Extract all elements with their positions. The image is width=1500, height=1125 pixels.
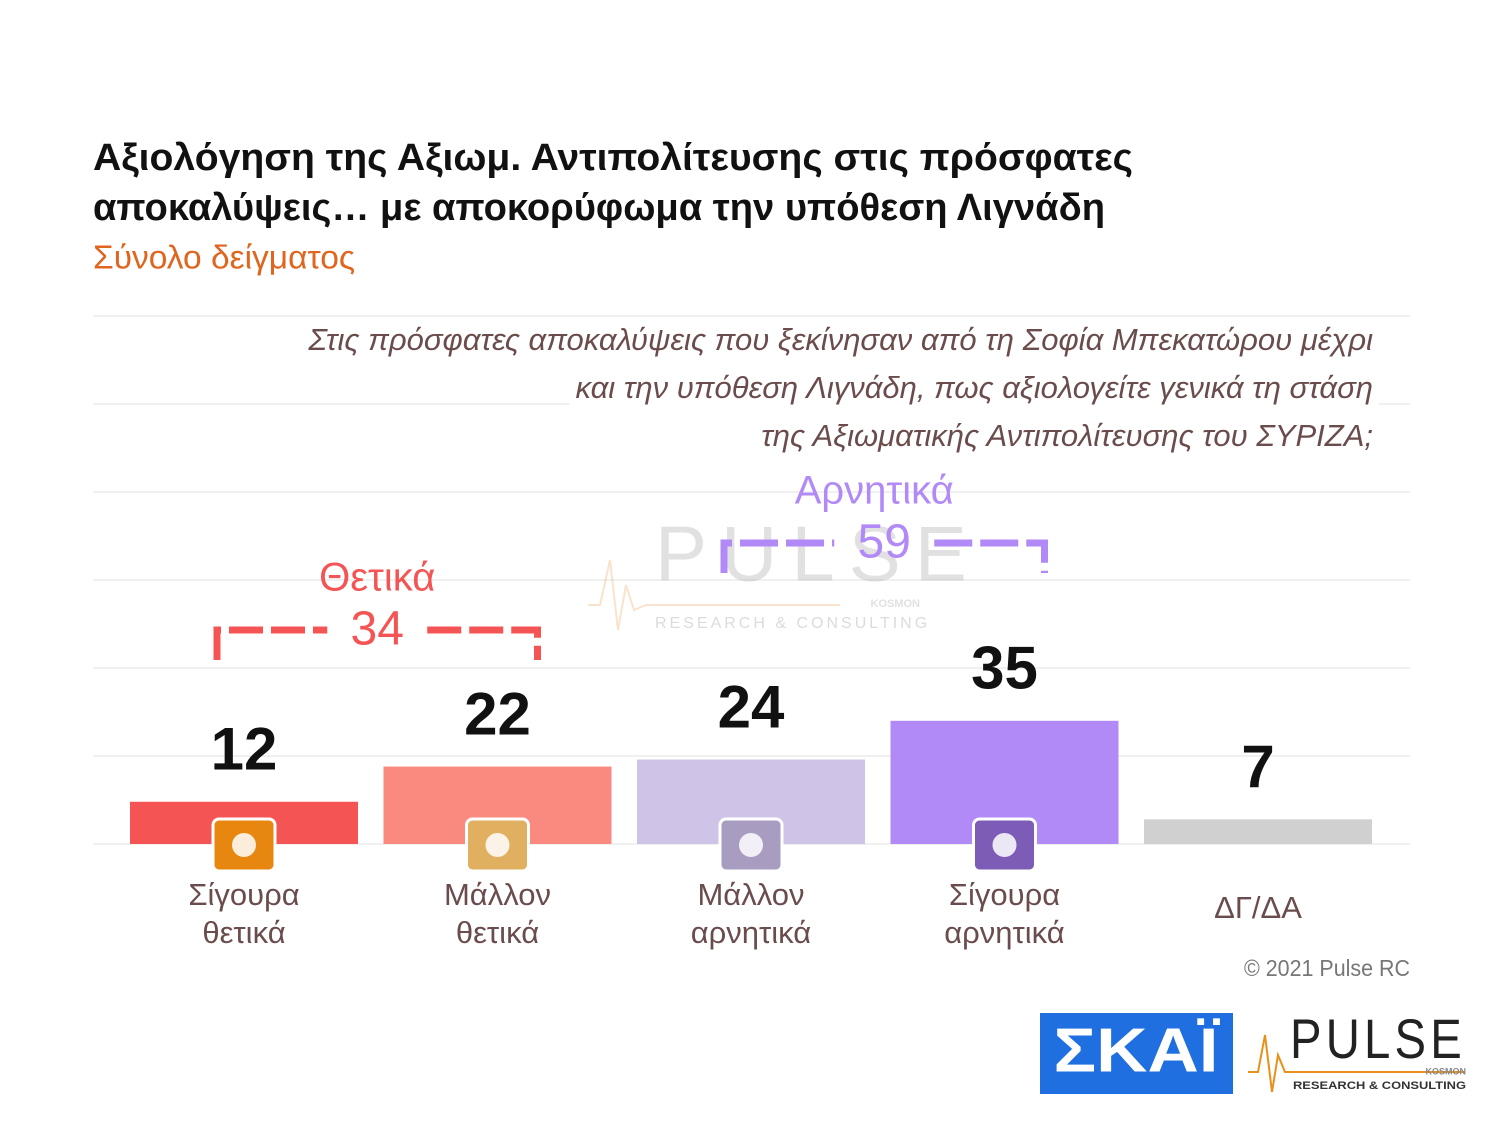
icon-glyph: [739, 833, 763, 857]
x-tick-label: Σίγουρα θετικά: [188, 877, 299, 950]
skai-logo-box: [1040, 1013, 1233, 1094]
group-label: Θετικά: [319, 556, 435, 600]
pulse-logo: PULSE: [1290, 1007, 1466, 1070]
watermark-sub: RESEARCH & CONSULTING: [655, 615, 930, 632]
chart-subtitle: Σύνολο δείγματος: [93, 239, 355, 276]
value-label: 35: [971, 635, 1038, 702]
value-label: 12: [211, 716, 278, 783]
watermark-title: PULSE: [655, 510, 981, 598]
icon-glyph: [232, 833, 256, 857]
pulse-logo-wave: [1248, 1034, 1465, 1093]
group-value: 59: [858, 516, 911, 569]
chart-title: αποκαλύψεις… με αποκορύφωμα την υπόθεση …: [93, 187, 1105, 229]
watermark-wave: [588, 559, 840, 631]
icon-glyph: [485, 833, 510, 857]
question-line: Στις πρόσφατες αποκαλύψεις που ξεκίνησαν…: [307, 322, 1373, 357]
pulse-logo-sub: RESEARCH & CONSULTING: [1293, 1080, 1466, 1092]
watermark: PULSE KOSMON RESEARCH & CONSULTING: [588, 510, 981, 632]
copyright: © 2021 Pulse RC: [1244, 955, 1410, 981]
x-tick-label: Μάλλον αρνητικά: [691, 877, 812, 950]
x-tick-label: Σίγουρα αρνητικά: [944, 877, 1065, 950]
group-value: 34: [351, 603, 404, 656]
group-label: Αρνητικά: [795, 469, 954, 513]
chart-title: Αξιολόγηση της Αξιωμ. Αντιπολίτευσης στι…: [93, 137, 1133, 179]
icon-glyph: [992, 833, 1017, 857]
x-tick-label: Μάλλον θετικά: [444, 877, 551, 950]
group-bracket: [213, 626, 541, 660]
skai-logo: ΣΚΑΪ: [1054, 1016, 1221, 1085]
question-bg: [301, 318, 1380, 362]
x-tick-label: ΔΓ/ΔΑ: [1214, 890, 1302, 925]
question-bg: [569, 366, 1379, 410]
question-line: της Αξιωματικής Αντιπολίτευσης του ΣΥΡΙΖ…: [761, 418, 1373, 453]
question-line: και την υπόθεση Λιγνάδη, πως αξιολογείτε…: [575, 370, 1373, 405]
value-label: 22: [464, 680, 531, 747]
value-label: 7: [1241, 733, 1274, 800]
group-bracket: [720, 539, 1048, 573]
question-bg: [755, 414, 1379, 458]
value-label: 24: [718, 673, 785, 740]
bar: [1144, 819, 1372, 844]
watermark-kosmon: KOSMON: [871, 598, 921, 610]
pulse-kosmon: KOSMON: [1426, 1066, 1467, 1076]
